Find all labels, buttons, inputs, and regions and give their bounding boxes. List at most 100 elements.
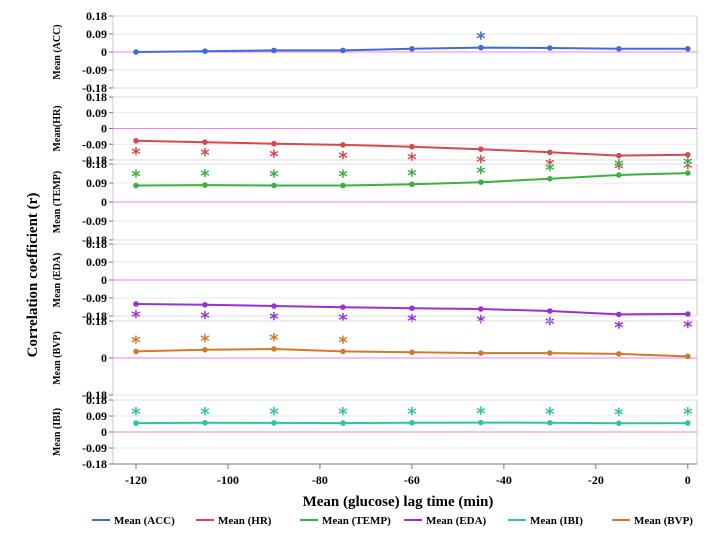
data-point-acc: [616, 46, 622, 52]
data-point-bvp: [478, 350, 484, 356]
significance-star: *: [338, 404, 348, 425]
significance-star: *: [200, 404, 210, 425]
data-point-temp: [202, 182, 208, 188]
data-point-bvp: [133, 348, 139, 355]
legend-item: Mean (IBI): [508, 515, 583, 527]
legend-label: Mean (IBI): [530, 515, 583, 527]
significance-star: *: [683, 317, 693, 338]
data-point-eda: [547, 308, 553, 314]
legend: Mean (ACC) Mean (HR) Mean (TEMP) Mean (EDA)…: [92, 515, 693, 527]
y-tick-label: 0.18: [86, 9, 107, 23]
data-point-acc: [340, 47, 346, 54]
significance-star: *: [476, 29, 486, 50]
data-point-acc: [478, 44, 484, 51]
significance-star: *: [269, 147, 279, 168]
significance-star: *: [269, 330, 279, 351]
y-tick-label: 0: [101, 273, 107, 287]
y-tick-label: -0.09: [82, 441, 107, 455]
panel-label: Mean (IBI): [52, 408, 63, 456]
data-point-temp: [409, 181, 415, 188]
y-tick-label: -0.09: [82, 137, 107, 151]
data-point-eda: [271, 303, 277, 309]
y-tick-label: 0.18: [86, 157, 107, 171]
significance-star: *: [683, 158, 693, 179]
data-point-hr: [133, 137, 139, 144]
data-point-bvp: [685, 353, 691, 360]
data-point-ibi: [685, 420, 691, 426]
data-point-eda: [133, 301, 139, 307]
significance-star: *: [476, 404, 486, 425]
significance-star: *: [476, 312, 486, 333]
legend-label: Mean (EDA): [426, 515, 487, 527]
legend-label: Mean (TEMP): [322, 515, 391, 527]
data-point-eda: [478, 306, 484, 312]
data-point-ibi: [271, 420, 277, 426]
panel-ibi: 0.18 0.09 0 -0.09 -0.18 Mean (IBI) * * * * * * * * *: [52, 393, 698, 471]
data-point-hr: [202, 139, 208, 145]
x-tick-label: -20: [588, 473, 604, 487]
data-point-acc: [133, 49, 139, 55]
y-tick-label: 0.18: [86, 314, 107, 328]
significance-star: *: [131, 167, 141, 188]
data-point-hr: [340, 142, 346, 148]
data-point-ibi: [478, 419, 484, 426]
data-point-bvp: [202, 346, 208, 353]
y-tick-label: -0.18: [82, 153, 107, 167]
data-point-acc: [271, 47, 277, 54]
legend-item: Mean (BVP): [612, 515, 693, 527]
data-point-eda: [340, 304, 346, 311]
data-point-hr: [685, 151, 691, 158]
data-point-ibi: [547, 419, 553, 426]
legend-item: Mean (EDA): [404, 515, 487, 527]
significance-star: *: [338, 148, 348, 169]
data-point-ibi: [133, 420, 139, 426]
y-tick-label: -0.09: [82, 63, 107, 77]
y-tick-label: 0: [101, 351, 107, 365]
significance-star: *: [131, 144, 141, 165]
data-point-temp: [478, 179, 484, 185]
significance-star: *: [614, 404, 624, 425]
y-tick-label: 0: [101, 195, 107, 209]
significance-star: *: [200, 331, 210, 352]
significance-star: *: [407, 311, 417, 332]
data-point-bvp: [409, 349, 415, 356]
data-point-eda: [409, 305, 415, 312]
data-point-eda: [202, 302, 208, 308]
legend-item: Mean (HR): [196, 515, 272, 527]
data-point-hr: [271, 140, 277, 147]
y-tick-label: -0.18: [82, 233, 107, 247]
significance-star: *: [545, 155, 555, 176]
data-point-temp: [547, 175, 553, 182]
significance-star: *: [614, 156, 624, 177]
data-point-hr: [547, 149, 553, 156]
significance-star: *: [545, 404, 555, 425]
data-point-acc: [547, 45, 553, 51]
significance-star: *: [269, 404, 279, 425]
y-axis-label: Correlation coefficient (r): [25, 193, 41, 358]
significance-star: *: [476, 163, 486, 184]
x-tick-label: -100: [217, 473, 239, 487]
y-tick-label: -0.18: [82, 388, 107, 402]
data-point-acc: [202, 48, 208, 54]
data-point-hr: [616, 152, 622, 159]
y-tick-label: 0: [101, 45, 107, 59]
x-tick-label: 0: [685, 473, 691, 487]
data-point-eda: [685, 311, 691, 317]
significance-star: *: [407, 150, 417, 171]
x-tick-label: -40: [496, 473, 512, 487]
significance-star: *: [200, 166, 210, 187]
data-point-acc: [685, 46, 691, 52]
data-point-ibi: [202, 419, 208, 426]
legend-label: Mean (BVP): [634, 515, 693, 527]
y-tick-label: 0.09: [86, 27, 107, 41]
significance-star: *: [683, 154, 693, 175]
panel-bvp: 0.18 0 -0.18 Mean (BVP) * * * *: [52, 314, 698, 402]
x-axis: -120 -100 -80 -60 -40 -20 0: [113, 463, 697, 487]
legend-item: Mean (TEMP): [300, 515, 391, 527]
significance-star: *: [131, 307, 141, 328]
y-tick-label: 0.18: [86, 393, 107, 407]
y-tick-label: 0.09: [86, 255, 107, 269]
